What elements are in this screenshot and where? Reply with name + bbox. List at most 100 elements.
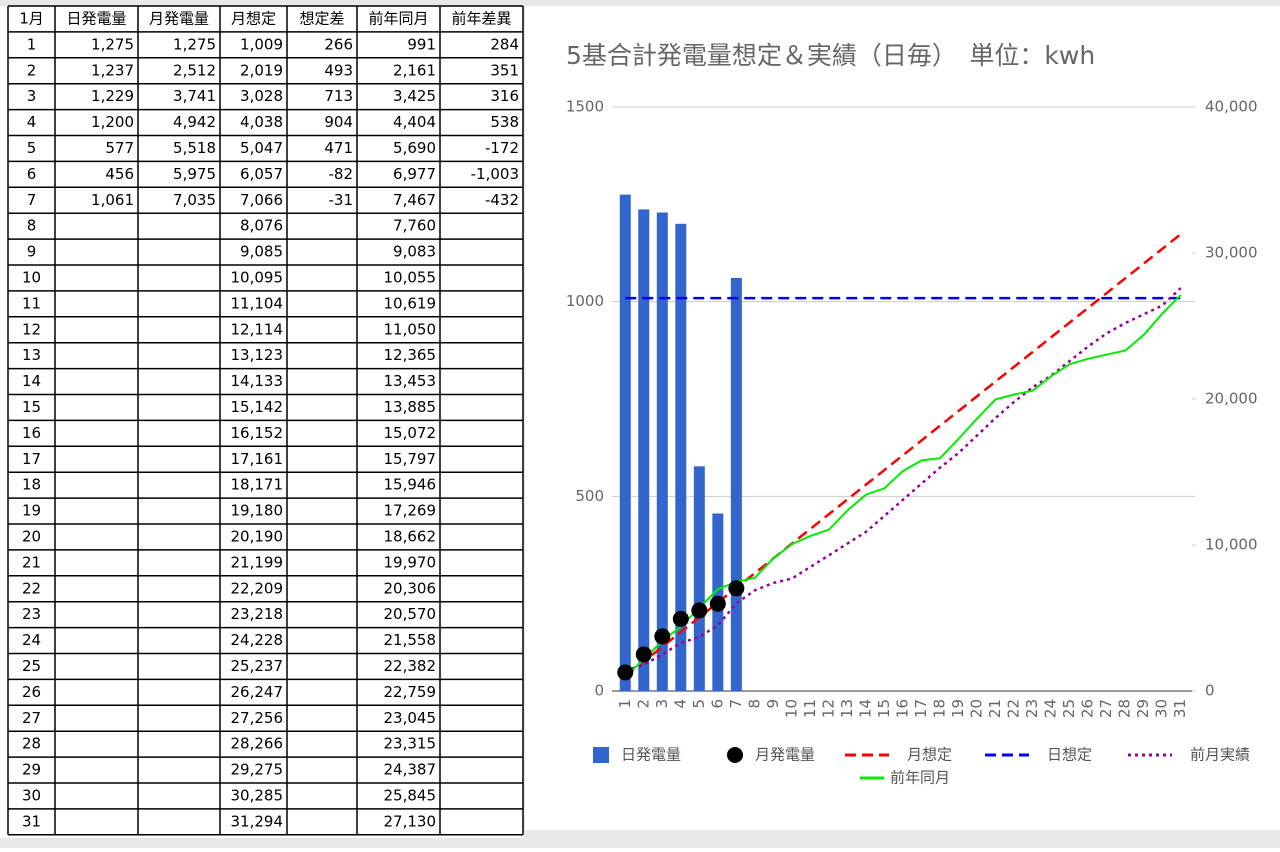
cell: 19,180 (231, 502, 284, 520)
chart-title: 5基合計発電量想定＆実績（日毎） 単位：kwh (566, 41, 1095, 70)
cell: 21 (22, 553, 41, 571)
x-tick-label: 5 (690, 699, 708, 709)
cell: 8 (27, 217, 37, 235)
x-tick-label: 20 (968, 699, 986, 718)
x-tick-label: 23 (1023, 699, 1041, 718)
cell: 3,425 (393, 87, 436, 105)
cell: 1,229 (91, 87, 134, 105)
cell: 1,275 (91, 35, 134, 53)
header-cell: 前年差異 (451, 9, 511, 27)
x-tick-label: 25 (1060, 699, 1078, 718)
point (709, 595, 726, 612)
legend-label: 前月実績 (1190, 746, 1250, 764)
cell: 17,161 (231, 450, 284, 468)
cell: 6,057 (240, 165, 283, 183)
cell: 5 (27, 139, 37, 157)
cell: 22 (22, 579, 41, 597)
cell: 4,038 (240, 113, 283, 131)
cell: 1 (27, 35, 37, 53)
cell: 10 (22, 268, 41, 286)
x-tick-label: 21 (986, 699, 1004, 718)
cell: 6,977 (393, 165, 436, 183)
x-tick-label: 26 (1079, 699, 1097, 718)
x-tick-label: 15 (875, 699, 893, 718)
x-tick-label: 30 (1153, 699, 1171, 718)
cell: 24 (22, 631, 41, 649)
cell: 7,467 (393, 191, 436, 209)
x-tick-label: 14 (856, 699, 874, 718)
x-tick-label: 3 (653, 699, 671, 709)
header-cell: 想定差 (299, 9, 344, 27)
cell: 28,266 (231, 735, 284, 753)
cell: 5,975 (173, 165, 216, 183)
legend-label: 前年同月 (890, 769, 950, 787)
cell: 15,072 (384, 424, 437, 442)
cell: 10,619 (384, 294, 437, 312)
cell: 7,760 (393, 217, 436, 235)
bar (693, 466, 705, 691)
cell: 18,662 (384, 527, 437, 545)
x-tick-label: 17 (912, 699, 930, 718)
cell: 20,570 (384, 605, 437, 623)
y-tick-label: 500 (575, 487, 604, 505)
x-tick-label: 18 (931, 699, 949, 718)
cell: 5,690 (393, 139, 436, 157)
cell: 9,085 (240, 243, 283, 261)
header-cell: 月想定 (231, 9, 276, 27)
point (728, 580, 745, 597)
cell: 15,946 (384, 476, 437, 494)
cell: 1,275 (173, 35, 216, 53)
cell: 316 (490, 87, 519, 105)
legend-label: 日想定 (1047, 746, 1092, 764)
cell: 3,741 (173, 87, 216, 105)
point (617, 664, 634, 681)
cell: 16 (22, 424, 41, 442)
cell: 13,123 (231, 346, 284, 364)
cell: 20,190 (231, 527, 284, 545)
cell: 23 (22, 605, 41, 623)
cell: 17 (22, 450, 41, 468)
cell: 29 (22, 761, 41, 779)
cell: 713 (324, 87, 353, 105)
cell: 10,055 (384, 268, 437, 286)
cell: 4 (27, 113, 37, 131)
cell: 8,076 (240, 217, 283, 235)
cell: 24,228 (231, 631, 284, 649)
cell: 26,247 (231, 683, 284, 701)
cell: 28 (22, 735, 41, 753)
cell: 5,047 (240, 139, 283, 157)
cell: 5,518 (173, 139, 216, 157)
cell: -82 (329, 165, 354, 183)
cell: 4,404 (393, 113, 436, 131)
cell: 15 (22, 398, 41, 416)
cell: -432 (485, 191, 519, 209)
chart-panel (525, 6, 1280, 830)
bar (730, 277, 742, 691)
cell: 266 (324, 35, 353, 53)
line (624, 287, 1182, 672)
cell: 25,845 (384, 786, 437, 804)
x-tick-label: 13 (838, 699, 856, 718)
cell: 1,237 (91, 61, 134, 79)
cell: 1,009 (240, 35, 283, 53)
cell: 2,161 (393, 61, 436, 79)
y2-tick-label: 10,000 (1205, 536, 1258, 554)
x-tick-label: 29 (1134, 699, 1152, 718)
cell: 904 (324, 113, 353, 131)
bar (675, 223, 687, 692)
cell: 12,365 (384, 346, 437, 364)
cell: -31 (329, 191, 354, 209)
cell: 26 (22, 683, 41, 701)
cell: 16,152 (231, 424, 284, 442)
cell: 22,382 (384, 657, 437, 675)
bar (619, 194, 631, 691)
x-tick-label: 2 (634, 699, 652, 709)
x-tick-label: 9 (764, 699, 782, 709)
cell: 9 (27, 243, 37, 261)
x-tick-label: 8 (745, 699, 763, 709)
cell: 991 (407, 35, 436, 53)
x-tick-label: 27 (1097, 699, 1115, 718)
x-tick-label: 28 (1116, 699, 1134, 718)
cell: 1,200 (91, 113, 134, 131)
cell: 11 (22, 294, 41, 312)
